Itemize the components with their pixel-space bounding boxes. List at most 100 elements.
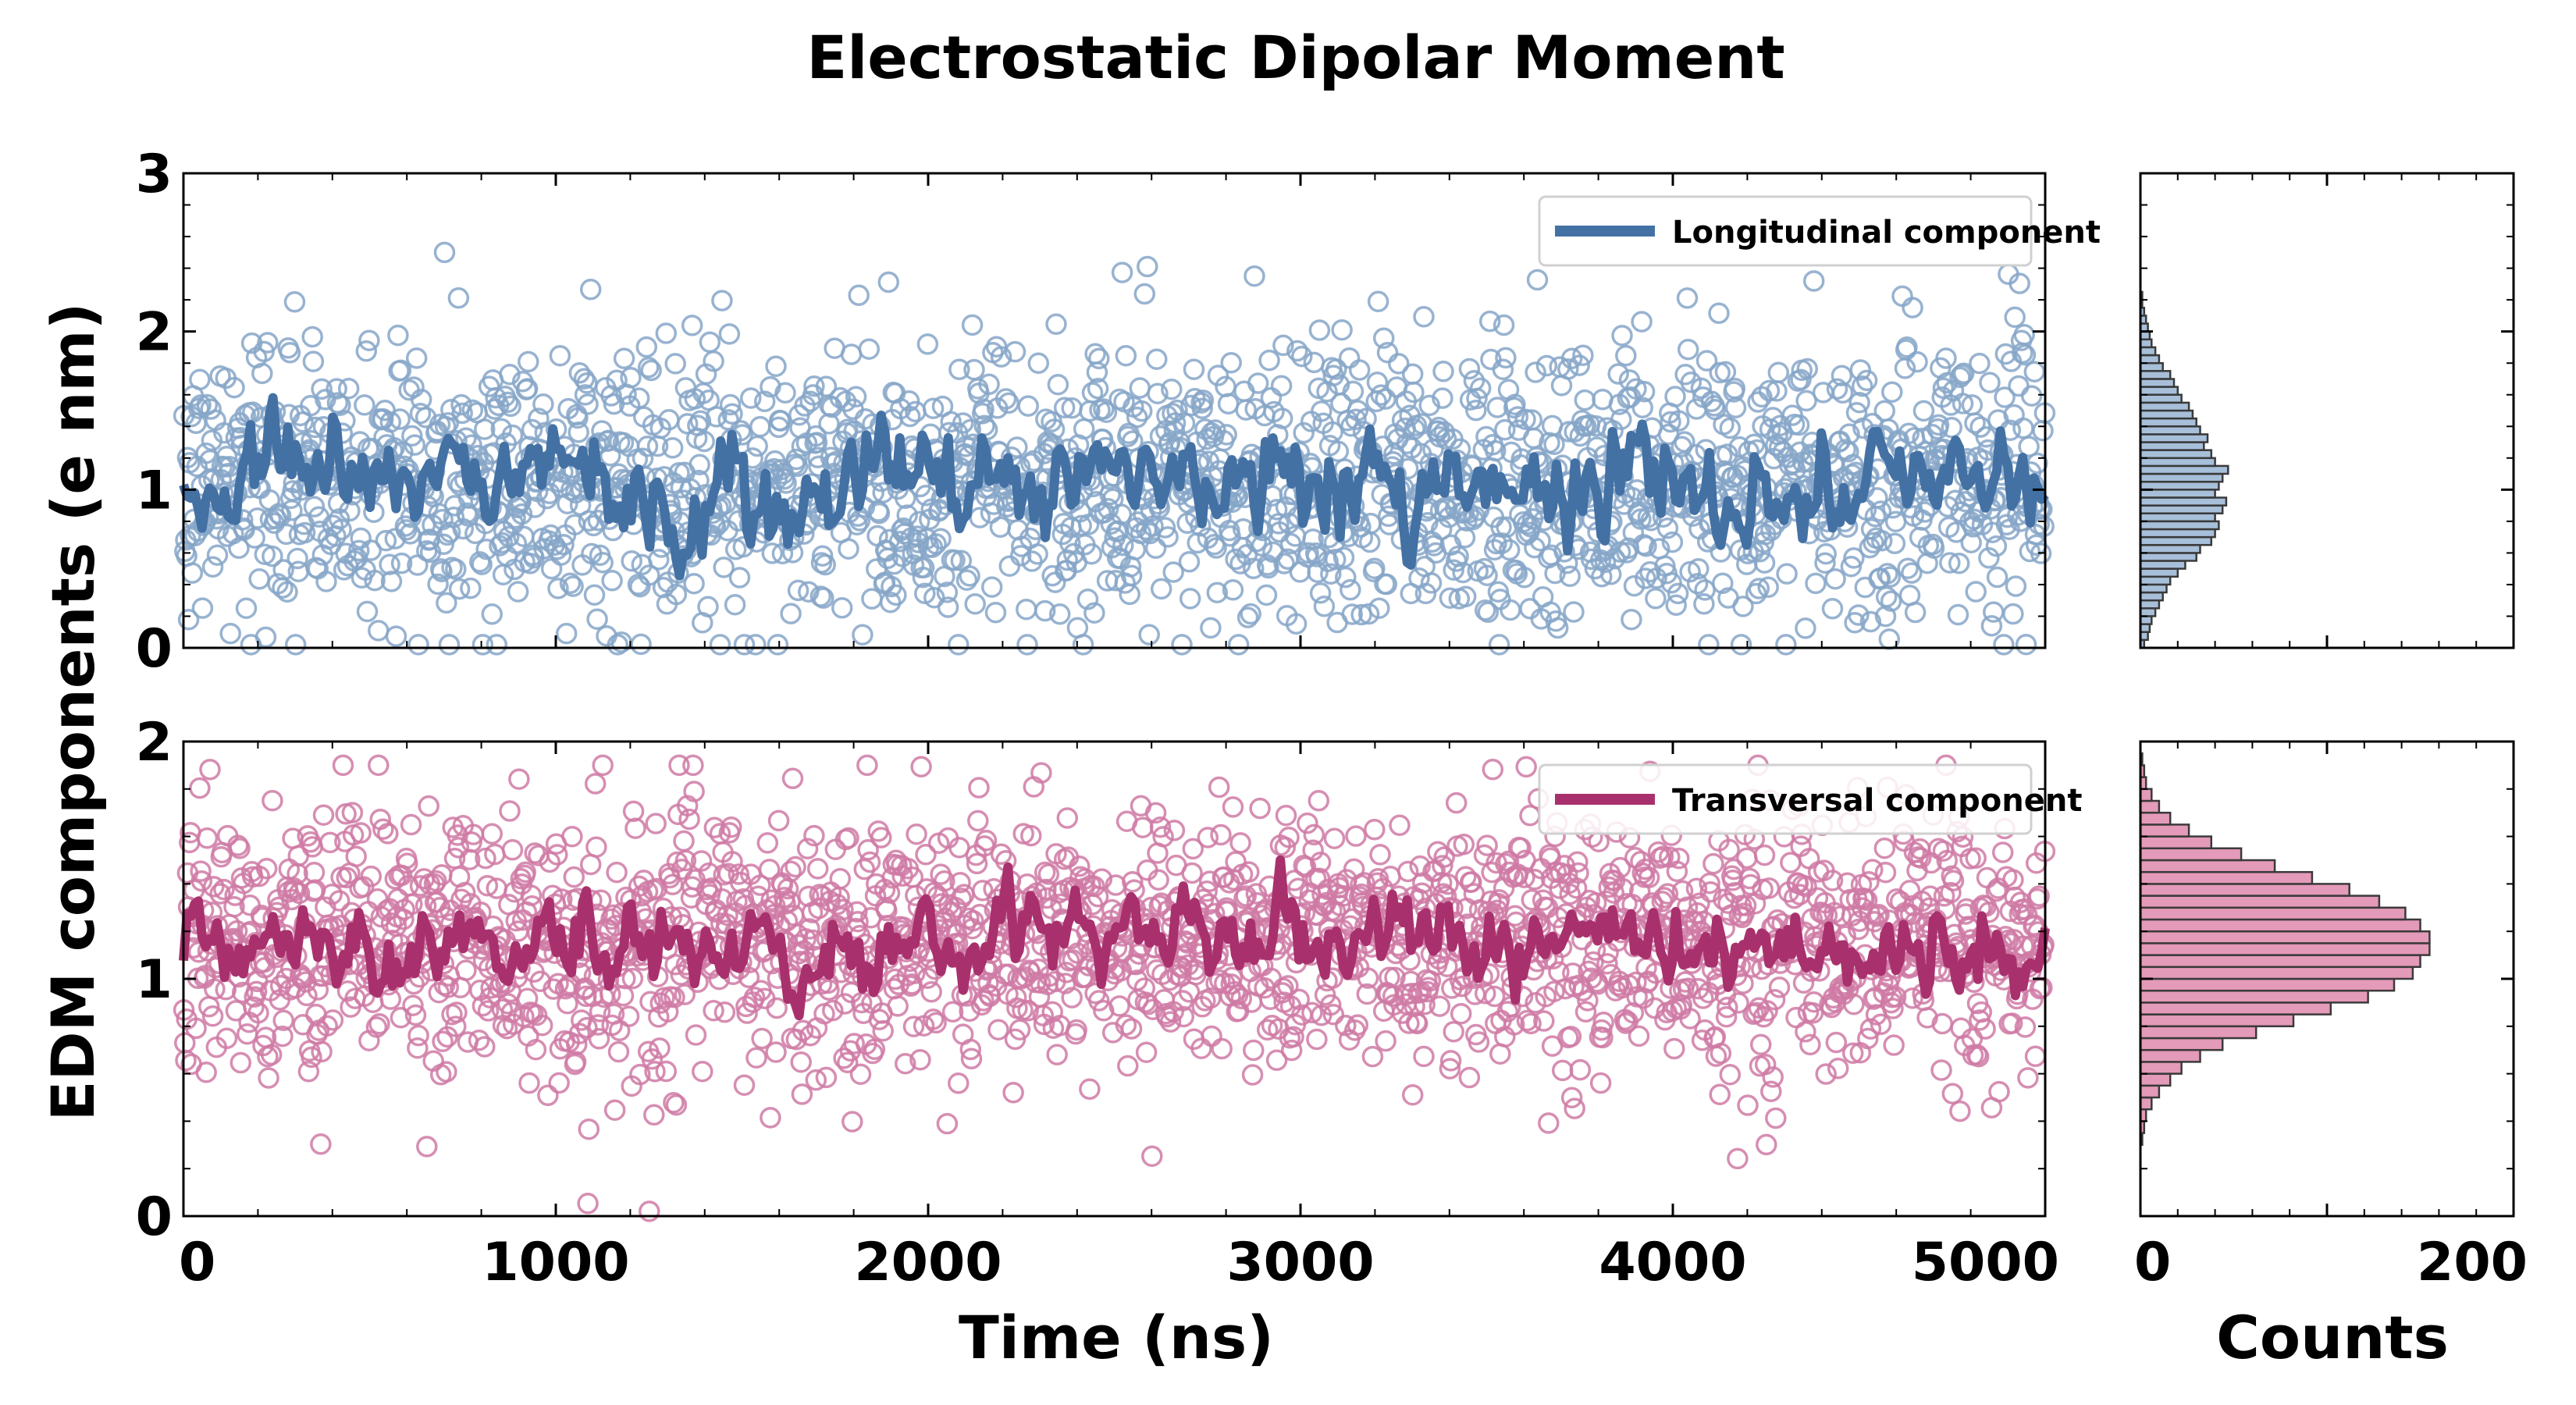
data-point xyxy=(1366,372,1389,393)
data-point xyxy=(1859,610,1882,633)
data-point xyxy=(248,568,270,590)
data-point xyxy=(563,866,585,888)
data-point xyxy=(1904,601,1927,624)
data-point xyxy=(709,634,731,656)
data-point xyxy=(1428,416,1450,439)
data-point xyxy=(1401,363,1424,385)
data-point xyxy=(501,839,524,861)
hist-bar xyxy=(2139,330,2151,341)
data-point xyxy=(774,382,796,404)
data-point xyxy=(330,518,352,541)
data-point xyxy=(898,389,920,412)
data-point xyxy=(387,324,409,347)
data-point xyxy=(849,510,871,532)
data-point xyxy=(387,887,409,910)
hist-bar xyxy=(2139,575,2172,586)
data-point xyxy=(592,552,614,574)
data-point xyxy=(365,1016,388,1038)
data-point xyxy=(639,1200,660,1222)
data-point xyxy=(445,1016,467,1037)
data-point xyxy=(648,549,670,571)
hist-bar xyxy=(2139,799,2161,814)
data-point xyxy=(1848,604,1870,626)
data-point xyxy=(1749,1033,1772,1055)
data-point xyxy=(1500,599,1521,621)
data-point xyxy=(1594,551,1617,574)
data-point xyxy=(1873,400,1896,422)
data-point xyxy=(548,1072,570,1094)
data-point xyxy=(1983,601,2005,623)
data-point xyxy=(245,980,268,1003)
data-point xyxy=(185,1017,207,1040)
data-point xyxy=(1589,1072,1612,1094)
data-point xyxy=(1219,525,1241,547)
data-point xyxy=(1046,1044,1068,1065)
data-point xyxy=(1824,567,1846,590)
data-point xyxy=(540,557,563,580)
data-point xyxy=(1443,559,1464,581)
data-point xyxy=(191,597,214,619)
data-point xyxy=(1978,547,2000,569)
data-point xyxy=(1949,366,1971,389)
data-point xyxy=(1138,624,1160,646)
data-point xyxy=(689,410,712,432)
data-point xyxy=(1053,397,1076,419)
data-point xyxy=(310,1133,332,1155)
data-point xyxy=(814,553,836,576)
data-point xyxy=(1790,368,1812,391)
data-point xyxy=(190,870,213,892)
data-point xyxy=(1599,564,1622,585)
data-point xyxy=(829,867,852,890)
data-point xyxy=(579,279,602,301)
data-point xyxy=(436,592,457,614)
data-point xyxy=(1775,634,1797,656)
data-point xyxy=(699,331,721,354)
data-point xyxy=(268,503,290,525)
data-point xyxy=(451,402,473,425)
data-point xyxy=(1482,759,1504,781)
data-point xyxy=(1633,381,1656,403)
data-point xyxy=(1796,357,1819,380)
data-point xyxy=(1703,852,1724,875)
data-point xyxy=(746,435,768,457)
data-point xyxy=(1660,572,1682,594)
data-point xyxy=(1340,578,1361,601)
data-point xyxy=(1831,365,1853,386)
data-point xyxy=(276,581,298,603)
data-point xyxy=(446,1001,468,1023)
data-point xyxy=(379,553,400,575)
data-point xyxy=(1016,598,1037,621)
data-point xyxy=(1877,563,1898,585)
data-point xyxy=(1043,418,1066,440)
data-point xyxy=(842,398,864,421)
data-point xyxy=(1147,382,1169,404)
hist-bar xyxy=(2139,1001,2332,1016)
data-point xyxy=(407,634,429,656)
data-point xyxy=(206,544,229,566)
data-point xyxy=(1753,844,1776,866)
data-point xyxy=(2012,417,2034,439)
data-point xyxy=(719,393,742,416)
data-point xyxy=(948,1072,970,1094)
data-point xyxy=(294,521,316,544)
x-tick-label: 3000 xyxy=(1226,1232,1374,1293)
data-point xyxy=(586,608,608,630)
data-point xyxy=(1494,418,1516,441)
data-point xyxy=(2008,375,2030,397)
data-point xyxy=(1976,866,1998,889)
data-point xyxy=(1891,285,1913,308)
data-point xyxy=(994,388,1017,410)
data-point xyxy=(1002,1082,1024,1104)
data-point xyxy=(1306,1028,1328,1051)
data-point xyxy=(1375,388,1397,410)
hist-bar xyxy=(2139,535,2213,546)
data-point xyxy=(201,556,224,578)
data-point xyxy=(1161,378,1183,400)
data-point xyxy=(1466,387,1488,410)
data-point xyxy=(1927,414,1950,436)
data-point xyxy=(283,291,306,313)
data-point xyxy=(1564,1097,1585,1119)
data-point xyxy=(553,534,575,556)
data-point xyxy=(885,584,907,606)
data-point xyxy=(425,870,447,892)
